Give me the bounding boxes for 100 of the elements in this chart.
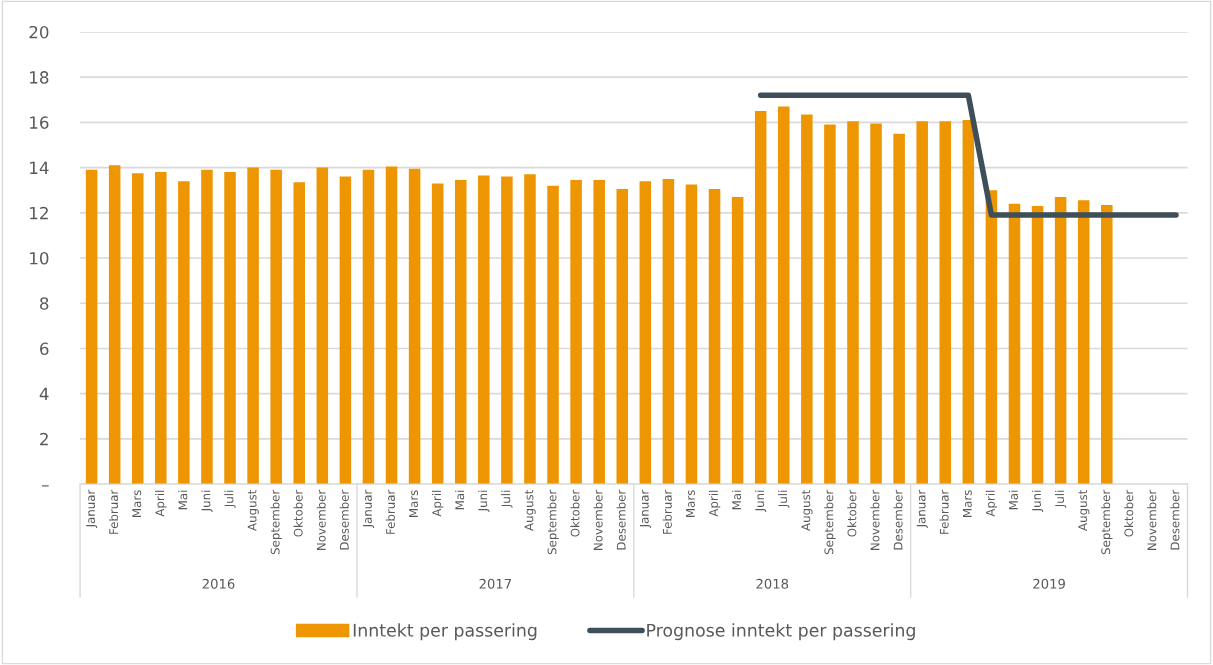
legend-label: Prognose inntekt per passering [647, 623, 915, 641]
bar [870, 123, 882, 485]
bar [385, 166, 398, 485]
x-tick-label: September [1101, 489, 1113, 555]
bar [708, 189, 721, 485]
x-tick-label: Juli [224, 490, 236, 508]
x-tick-label: November [1147, 489, 1157, 550]
x-tick-label: Mars [686, 490, 695, 517]
x-tick-label: April [431, 490, 444, 517]
x-tick-label: Februar [662, 489, 672, 534]
x-tick-label: August [247, 489, 259, 531]
bar [85, 169, 98, 485]
bar [754, 111, 767, 485]
bar [524, 174, 536, 485]
bar [824, 124, 836, 485]
x-tick-label: Desember [616, 489, 626, 550]
x-tick-label: November [593, 489, 603, 550]
x-tick-label: Desember [339, 489, 349, 550]
bar [131, 173, 144, 485]
y-tick-label: 16 [30, 116, 49, 129]
x-tick-label: September [824, 489, 836, 555]
bar [1031, 206, 1044, 485]
x-tick-label: April [985, 490, 998, 517]
legend-label: Inntekt per passering [353, 623, 537, 641]
bar [685, 184, 698, 485]
bar [339, 176, 352, 485]
x-tick-label: August [524, 489, 536, 531]
x-tick-label: Juni [754, 490, 767, 513]
x-tick-label: Januar [639, 489, 651, 529]
bar [224, 172, 236, 485]
x-tick-label: November [316, 489, 326, 550]
x-tick-label: Mai [455, 490, 465, 510]
x-tick-label: Mai [1008, 490, 1018, 510]
bar [1054, 196, 1067, 485]
bar [478, 175, 490, 485]
x-tick-label: Mars [962, 490, 972, 517]
x-tick-label: Januar [86, 489, 98, 529]
bar [178, 181, 190, 485]
bar [270, 169, 282, 485]
x-tick-label: Oktober [570, 489, 580, 537]
y-tick-label: 14 [30, 161, 49, 174]
x-tick-label: Mars [132, 490, 142, 517]
x-tick-label: Juni [1031, 490, 1044, 513]
x-tick-label: Juli [501, 490, 513, 508]
text: 2018 [756, 578, 789, 589]
x-tick-label: September [270, 489, 282, 555]
bar [155, 172, 167, 485]
x-tick-label: Januar [916, 489, 928, 529]
x-tick-label: Februar [108, 489, 119, 534]
bar [316, 167, 329, 485]
y-tick-label: 12 [30, 206, 48, 220]
bar [639, 181, 652, 485]
x-tick-label: Februar [385, 489, 395, 534]
x-tick-label: Oktober [1124, 489, 1134, 537]
x-tick-label: August [801, 489, 813, 531]
bar [431, 183, 444, 485]
x-tick-label: Juni [478, 490, 490, 513]
bar [593, 180, 605, 485]
bar [801, 114, 813, 485]
bar [939, 121, 952, 485]
bar [777, 106, 790, 485]
y-tick-label: 4 [39, 387, 49, 401]
x-tick-label: Februar [939, 489, 949, 534]
bar [962, 120, 975, 485]
bar [247, 167, 259, 485]
bar [454, 180, 467, 485]
x-tick-label: April [155, 490, 167, 517]
bar [616, 189, 629, 485]
text: 2017 [479, 578, 512, 589]
bar [362, 169, 375, 485]
y-tick-label: 18 [30, 71, 49, 84]
x-tick-label: Juni [201, 490, 213, 513]
x-tick-label: Januar [363, 489, 375, 529]
bar [893, 133, 905, 485]
bar [916, 121, 928, 485]
x-tick-label: November [870, 489, 880, 550]
x-tick-label: Oktober [293, 489, 303, 537]
x-tick-label: September [547, 489, 559, 555]
bar [1077, 200, 1090, 485]
bar [547, 185, 559, 485]
x-tick-label: Mai [178, 490, 188, 510]
x-tick-label: Juli [778, 490, 790, 508]
bar [408, 168, 421, 485]
y-tick-label: 8 [40, 297, 49, 310]
bar [847, 121, 859, 485]
bar [1101, 204, 1113, 485]
x-tick-label: Oktober [847, 489, 857, 537]
bar [108, 165, 121, 485]
bar [662, 178, 675, 485]
text: 2016 [202, 578, 235, 589]
text: 2019 [1033, 578, 1065, 589]
y-tick-label: 10 [30, 251, 49, 265]
y-tick-label: 2 [40, 432, 48, 446]
bar [293, 182, 306, 485]
bar [985, 190, 998, 485]
x-tick-label: April [708, 490, 721, 517]
bar [570, 180, 582, 485]
bar [1008, 203, 1021, 485]
x-tick-label: Mai [731, 490, 742, 510]
bar [501, 176, 513, 485]
